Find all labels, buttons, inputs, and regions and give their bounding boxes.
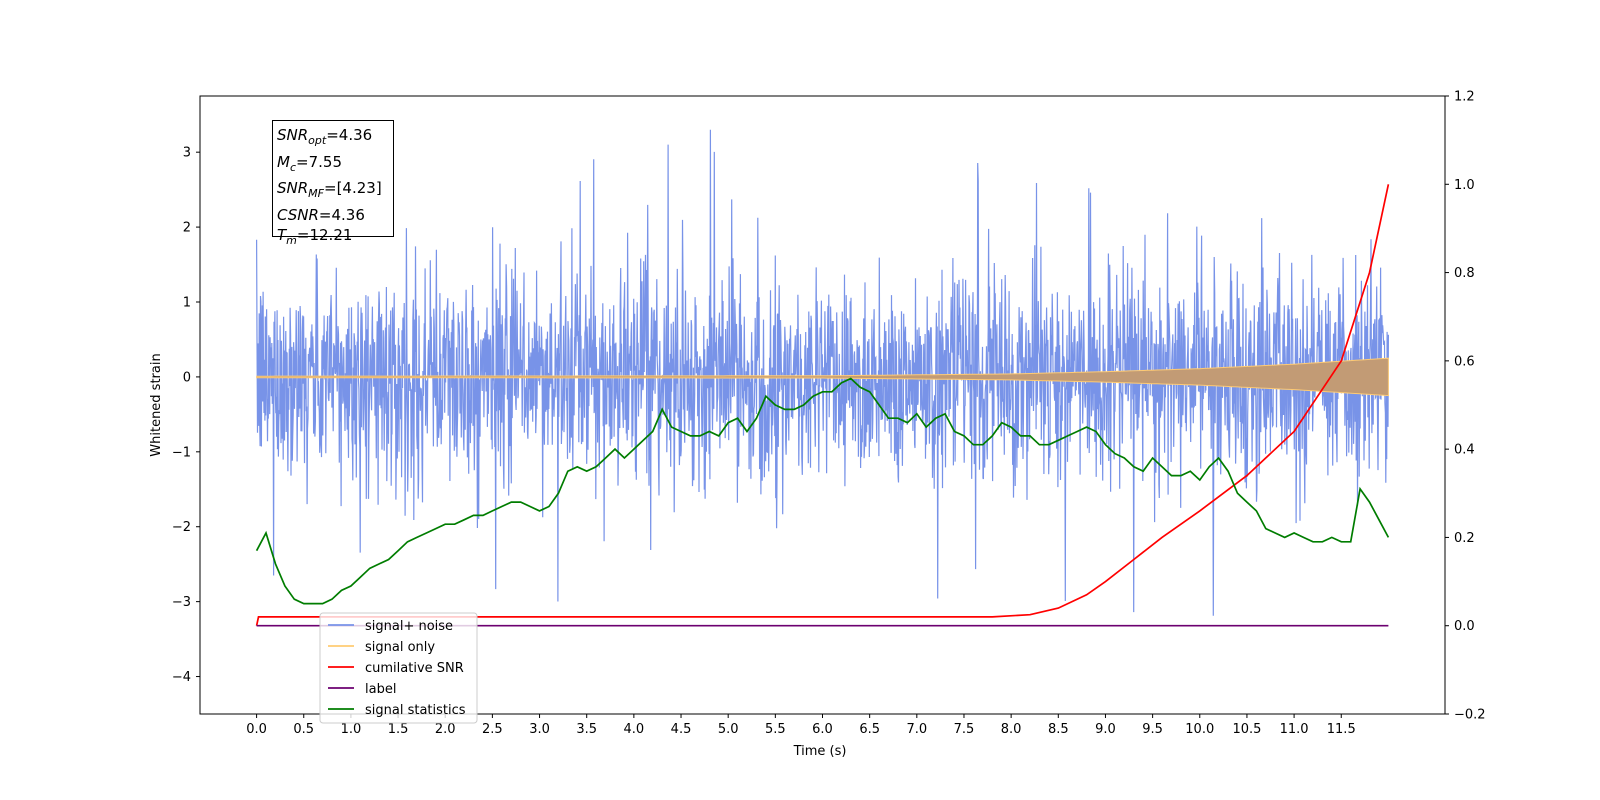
- legend: signal+ noise signal only cumilative SNR la…: [319, 612, 478, 724]
- x-tick-label: 1.5: [388, 722, 409, 737]
- x-tick-label: 0.5: [293, 722, 314, 737]
- legend-entry: cumilative SNR: [365, 661, 464, 676]
- stat-csnr: CSNR=4.36: [277, 205, 365, 224]
- y-tick-label: 2: [183, 221, 191, 236]
- x-tick-label: 8.0: [1001, 722, 1022, 737]
- legend-entry: signal+ noise: [365, 619, 453, 634]
- x-tick-label: 10.0: [1185, 722, 1214, 737]
- x-tick-label: 11.5: [1327, 722, 1356, 737]
- y2-tick-label: 0.2: [1454, 531, 1475, 546]
- x-tick-label: 5.5: [765, 722, 786, 737]
- stat-tm: Tm=12.21: [277, 226, 353, 247]
- x-tick-label: 2.0: [435, 722, 456, 737]
- y-tick-label: 0: [183, 370, 191, 385]
- x-tick-label: 6.0: [812, 722, 833, 737]
- x-tick-label: 0.0: [246, 722, 267, 737]
- x-tick-label: 4.5: [671, 722, 692, 737]
- x-tick-label: 7.0: [906, 722, 927, 737]
- x-tick-label: 3.0: [529, 722, 550, 737]
- x-tick-label: 11.0: [1280, 722, 1309, 737]
- y-tick-label: −1: [172, 445, 191, 460]
- stats-annotation-box: SNRopt=4.36 Mc=7.55 SNRMF=[4.23] CSNR=4.…: [272, 120, 394, 247]
- y2-tick-label: 1.2: [1454, 90, 1475, 105]
- x-tick-label: 9.5: [1142, 722, 1163, 737]
- x-axis: 0.0 0.5 1.0 1.5 2.0 2.5 3.0 3.5 4.0 4.5 5.0 5.5 6.0 6…: [246, 714, 1356, 737]
- x-axis-label: Time (s): [793, 744, 847, 759]
- legend-box: [319, 612, 478, 724]
- y-axis-label: Whitened strain: [149, 353, 164, 456]
- stat-snr-mf: SNRMF=[4.23]: [277, 179, 382, 200]
- y2-tick-label: 0.8: [1454, 266, 1475, 281]
- y2-tick-label: 1.0: [1454, 178, 1475, 193]
- y-tick-label: 3: [183, 146, 191, 161]
- x-tick-label: 6.5: [859, 722, 880, 737]
- x-tick-label: 7.5: [954, 722, 975, 737]
- legend-entry: label: [365, 682, 396, 697]
- y-tick-label: 1: [183, 296, 191, 311]
- y-tick-label: −2: [172, 520, 191, 535]
- y-tick-label: −4: [172, 670, 191, 685]
- y-tick-label: −3: [172, 595, 191, 610]
- stat-snr-opt: SNRopt=4.36: [277, 126, 373, 147]
- series-cumilative-snr: [255, 184, 1390, 626]
- x-tick-label: 5.0: [718, 722, 739, 737]
- series-signal-only: [256, 357, 1389, 397]
- series-signal-statistics: [255, 377, 1390, 605]
- x-tick-label: 4.0: [624, 722, 645, 737]
- x-tick-label: 10.5: [1232, 722, 1261, 737]
- y-axis-right: 1.2 1.0 0.8 0.6 0.4 0.2 0.0 −0.2: [1445, 90, 1486, 723]
- x-tick-label: 9.0: [1095, 722, 1116, 737]
- y2-tick-label: 0.4: [1454, 443, 1475, 458]
- x-tick-label: 2.5: [482, 722, 503, 737]
- legend-entry: signal only: [365, 640, 435, 655]
- y-axis-left: 3 2 1 0 −1 −2 −3 −4: [172, 146, 200, 685]
- stat-mc: Mc=7.55: [277, 152, 342, 174]
- legend-entry: signal statistics: [365, 703, 466, 718]
- x-tick-label: 3.5: [576, 722, 597, 737]
- y2-tick-label: 0.0: [1454, 619, 1475, 634]
- x-tick-label: 8.5: [1048, 722, 1069, 737]
- plot-area: [255, 129, 1390, 627]
- x-tick-label: 1.0: [341, 722, 362, 737]
- y2-tick-label: 0.6: [1454, 354, 1475, 369]
- y2-tick-label: −0.2: [1454, 708, 1486, 723]
